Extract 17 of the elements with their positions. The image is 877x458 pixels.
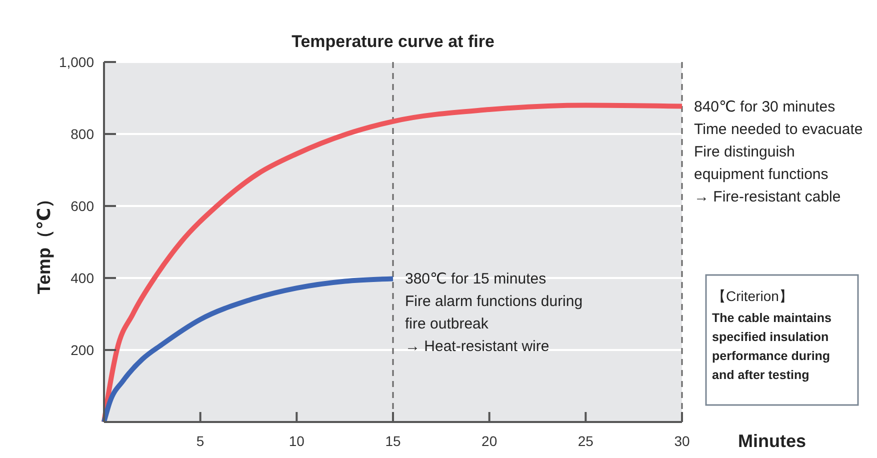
x-tick-label: 25 (578, 433, 594, 449)
y-axis-title: Temp（℃） (34, 190, 54, 294)
x-tick-label: 15 (385, 433, 401, 449)
y-tick-label: 1,000 (58, 54, 94, 70)
annotation: 840℃ for 30 minutes Time needed to evacuate Fire distinguish equipment functions → Fire-resistant cable (694, 98, 863, 206)
y-tick-label: 200 (70, 342, 94, 358)
text: 【Criterion】 The cable maintains specified insulation performance during and after testing (712, 288, 832, 382)
x-tick-label: 10 (288, 433, 305, 449)
y-tick-label: 400 (70, 270, 94, 286)
y-tick-label: 800 (70, 126, 94, 142)
annotation: 380℃ for 15 minutes Fire alarm functions during fire outbreak → Heat-resistant wire (405, 270, 583, 356)
x-tick-label: 20 (482, 433, 498, 449)
y-tick-label: 600 (70, 198, 94, 214)
x-axis-title: Minutes (738, 431, 806, 451)
chart-title: Temperature curve at fire (292, 32, 494, 51)
x-tick-label: 30 (674, 433, 690, 449)
x-tick-label: 5 (196, 433, 204, 449)
